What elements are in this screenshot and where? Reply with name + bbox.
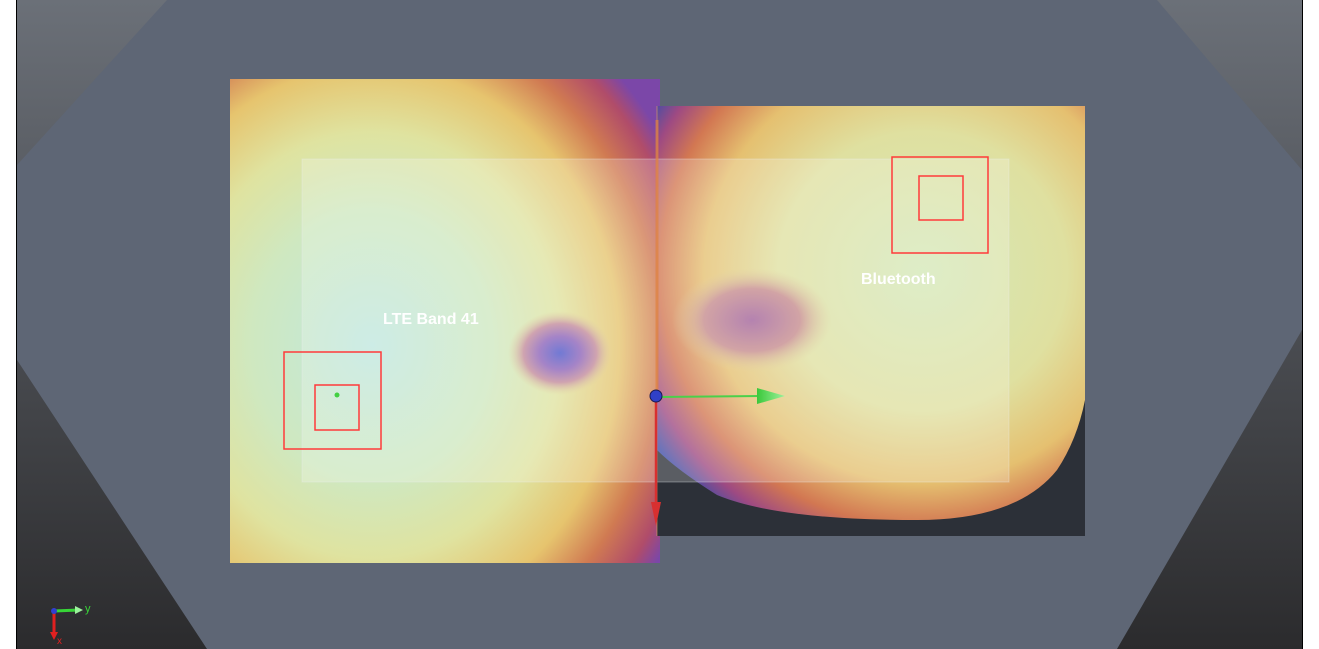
x-arrow-head[interactable] [651,502,661,526]
antenna-marker-left[interactable] [283,351,382,450]
antenna-label-bluetooth: Bluetooth [861,271,936,288]
field-panel-left [230,79,660,563]
null-region [508,311,612,395]
right-frame-border [1302,0,1319,649]
antenna-marker-right[interactable] [891,156,989,254]
coordinate-gizmo[interactable] [649,120,785,526]
left-frame-border [0,0,17,649]
gizmo-origin[interactable] [649,389,663,403]
3d-viewport[interactable]: LTE Band 41 Bluetooth y x [17,0,1302,649]
triad-y-axis [53,608,80,613]
triad-z-axis [51,608,57,614]
field-panel-right [657,106,1085,536]
dip-region [672,268,832,372]
y-arrow-head[interactable] [757,388,785,404]
antenna-label-lte: LTE Band 41 [383,311,479,328]
triad-y-label: y [85,603,91,615]
triad-x-label: x [57,636,62,646]
scene-canvas[interactable] [17,0,1302,649]
axis-triad: y x [50,603,91,646]
